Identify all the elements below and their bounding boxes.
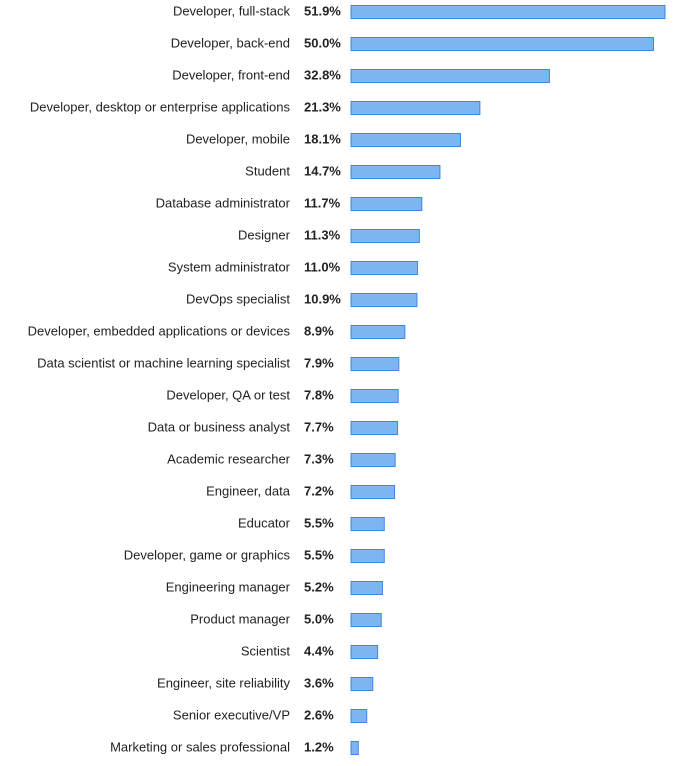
bar (350, 37, 654, 51)
value-label: 7.8% (304, 387, 334, 402)
bar (350, 357, 400, 371)
category-label: Developer, full-stack (173, 3, 291, 18)
value-label: 7.2% (304, 483, 334, 498)
value-label: 18.1% (304, 131, 341, 146)
bar (350, 549, 385, 563)
value-label: 11.3% (304, 227, 341, 242)
category-label: Developer, mobile (186, 131, 290, 146)
category-label: DevOps specialist (186, 291, 290, 306)
category-label: Marketing or sales professional (110, 739, 290, 754)
category-label: Student (245, 163, 290, 178)
value-label: 11.0% (304, 259, 341, 274)
category-label: Scientist (241, 643, 291, 658)
bar (350, 677, 374, 691)
value-label: 5.0% (304, 611, 334, 626)
category-label: Developer, front-end (172, 67, 290, 82)
value-label: 4.4% (304, 643, 334, 658)
bar (350, 261, 419, 275)
category-label: Engineer, site reliability (157, 675, 290, 690)
bar (350, 229, 420, 243)
bar (350, 421, 399, 435)
value-label: 11.7% (304, 195, 341, 210)
value-label: 21.3% (304, 99, 341, 114)
value-label: 2.6% (304, 707, 334, 722)
value-label: 51.9% (304, 3, 341, 18)
category-label: Data or business analyst (148, 419, 291, 434)
category-label: System administrator (168, 259, 291, 274)
value-label: 7.3% (304, 451, 334, 466)
value-label: 8.9% (304, 323, 334, 338)
bar (350, 5, 666, 19)
bar (350, 325, 406, 339)
category-label: Engineer, data (206, 483, 291, 498)
category-label: Senior executive/VP (173, 707, 290, 722)
bar (350, 133, 462, 147)
bar (350, 517, 385, 531)
category-label: Product manager (190, 611, 290, 626)
bar (350, 165, 441, 179)
value-label: 5.5% (304, 547, 334, 562)
value-label: 5.5% (304, 515, 334, 530)
bar (350, 453, 396, 467)
category-label: Designer (238, 227, 291, 242)
category-label: Engineering manager (166, 579, 291, 594)
value-label: 10.9% (304, 291, 341, 306)
value-label: 7.7% (304, 419, 334, 434)
category-label: Developer, QA or test (166, 387, 290, 402)
value-label: 7.9% (304, 355, 334, 370)
value-label: 3.6% (304, 675, 334, 690)
bar (350, 69, 550, 83)
category-label: Database administrator (156, 195, 291, 210)
value-label: 50.0% (304, 35, 341, 50)
category-label: Educator (238, 515, 291, 530)
bar (350, 741, 359, 755)
category-label: Developer, game or graphics (124, 547, 291, 562)
bar (350, 709, 368, 723)
bar (350, 389, 399, 403)
bar (350, 293, 418, 307)
bar (350, 197, 423, 211)
value-label: 32.8% (304, 67, 341, 82)
bar (350, 645, 379, 659)
category-label: Academic researcher (167, 451, 290, 466)
category-label: Developer, back-end (171, 35, 290, 50)
category-label: Data scientist or machine learning speci… (37, 355, 290, 370)
value-label: 5.2% (304, 579, 334, 594)
category-label: Developer, embedded applications or devi… (28, 323, 291, 338)
bar (350, 581, 383, 595)
bar (350, 485, 396, 499)
value-label: 1.2% (304, 739, 334, 754)
category-label: Developer, desktop or enterprise applica… (30, 99, 291, 114)
bar (350, 613, 382, 627)
value-label: 14.7% (304, 163, 341, 178)
bar (350, 101, 481, 115)
